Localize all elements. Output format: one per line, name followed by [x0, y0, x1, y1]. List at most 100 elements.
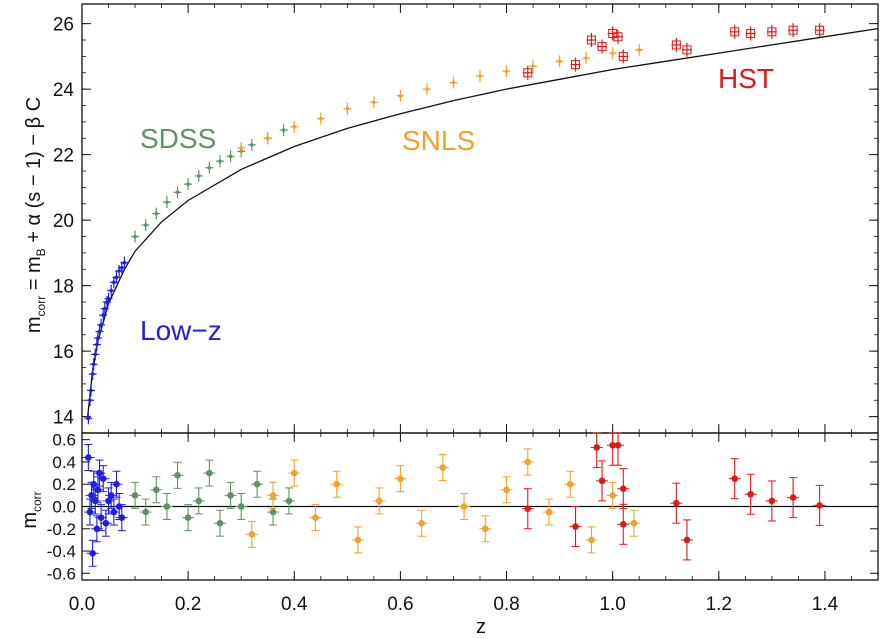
data-point [269, 508, 277, 516]
data-point [557, 59, 562, 64]
series-snls-residual [245, 448, 640, 554]
data-point [89, 388, 93, 393]
data-point [630, 519, 638, 527]
data-point [566, 480, 574, 488]
data-point [333, 480, 341, 488]
y-tick-label-bottom: -0.6 [47, 564, 76, 583]
data-point [106, 296, 111, 301]
data-point [788, 25, 798, 35]
data-point [99, 475, 107, 482]
data-point [397, 475, 404, 482]
data-point [186, 182, 190, 186]
data-point [253, 480, 261, 488]
data-point [165, 200, 169, 204]
data-point [109, 288, 113, 293]
x-tick-label: 1.2 [706, 594, 732, 615]
data-point [248, 531, 256, 538]
data-point [239, 146, 243, 150]
data-point [673, 499, 680, 507]
x-tick-label: 1.0 [599, 594, 625, 615]
data-point [97, 514, 105, 521]
data-point [207, 165, 212, 170]
data-point [354, 536, 362, 544]
data-point [637, 48, 641, 52]
data-point [682, 45, 692, 55]
data-point [608, 28, 618, 38]
y-tick-label-bottom: 0.2 [52, 475, 76, 494]
data-point [228, 154, 233, 159]
y-tick-label-top: 16 [53, 342, 74, 363]
data-point [767, 27, 777, 37]
series-snls-top [237, 43, 644, 155]
data-point [746, 28, 756, 38]
data-point [345, 106, 350, 111]
y-tick-label-top: 22 [53, 146, 74, 167]
data-point [120, 265, 124, 270]
series-lowz-residual [82, 444, 128, 567]
data-point [96, 469, 103, 477]
data-point [88, 398, 92, 403]
x-tick-label: 0.8 [493, 594, 519, 615]
data-point [610, 51, 615, 55]
data-point [93, 352, 98, 357]
y-tick-label-bottom: -0.4 [47, 542, 76, 561]
data-point [768, 497, 776, 505]
data-point [593, 444, 601, 451]
data-point [588, 536, 595, 544]
data-point [163, 503, 171, 510]
data-point [614, 441, 622, 449]
data-point [143, 223, 148, 227]
data-point [789, 494, 797, 501]
data-point [196, 174, 201, 178]
data-point [671, 40, 681, 50]
data-point [133, 234, 137, 239]
data-point [96, 336, 100, 340]
data-point [731, 475, 739, 482]
data-point [114, 275, 119, 280]
data-point [152, 486, 160, 494]
data-point [504, 69, 509, 73]
y-tick-label-bottom: -0.2 [47, 520, 76, 539]
data-point [97, 329, 102, 334]
data-point [218, 159, 222, 163]
data-point [102, 519, 110, 527]
residual-panel: 0.0 0.2 0.4 0.6 0.8 1.0 1.2 1.4 0.6 0.4 0.2 0.0 -0.2… [47, 431, 879, 615]
annotation-hst: HST [718, 63, 774, 94]
data-point [613, 32, 623, 42]
data-point [250, 143, 254, 147]
data-point [195, 497, 203, 505]
data-point [398, 93, 403, 98]
data-point [372, 100, 376, 105]
data-point [269, 492, 277, 499]
data-point [524, 505, 532, 513]
data-point [91, 362, 96, 367]
data-point [101, 313, 106, 317]
y-tick-label-top: 26 [53, 15, 74, 36]
data-point [142, 508, 149, 516]
data-point [319, 116, 323, 121]
data-point [571, 60, 581, 70]
x-tick-label: 0.0 [69, 594, 95, 615]
data-point [103, 306, 107, 311]
data-point [110, 508, 118, 516]
data-point [482, 525, 489, 533]
x-tick-label: 1.4 [812, 594, 839, 615]
data-point [312, 514, 319, 521]
data-point [113, 480, 120, 488]
data-point [90, 372, 95, 376]
data-point [586, 35, 596, 45]
data-point [131, 492, 139, 499]
series-sdss-top [131, 124, 288, 243]
data-point [609, 492, 616, 499]
data-point [619, 485, 627, 492]
data-point [598, 477, 606, 485]
y-tick-label-top: 20 [53, 211, 74, 232]
data-point [619, 521, 627, 528]
data-point [90, 480, 97, 488]
data-point [531, 64, 535, 69]
data-point [683, 536, 691, 544]
data-point [105, 300, 109, 304]
data-point [175, 190, 180, 195]
annotation-sdss: SDSS [140, 123, 216, 154]
